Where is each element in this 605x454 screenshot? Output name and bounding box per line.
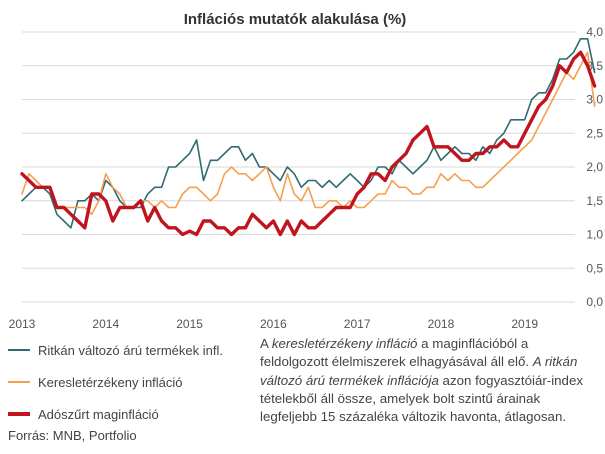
inflation-chart: Inflációs mutatók alakulása (%) 4,03,53,…: [9, 11, 604, 331]
x-tick-label: 2014: [92, 317, 119, 331]
x-tick-label: 2018: [428, 317, 455, 331]
series-line-2: [20, 50, 597, 237]
legend-item-keresletérzekeny: Keresletérzékeny infláció: [8, 372, 183, 392]
y-axis-ticks: 4,03,53,02,52,01,51,00,50,0: [586, 25, 603, 309]
legend-swatch-keresletérzekeny: [8, 381, 30, 383]
chart-title: Inflációs mutatók alakulása (%): [184, 11, 407, 28]
note-text: A: [260, 336, 272, 351]
y-tick-label: 4,0: [586, 25, 603, 39]
legend-label-ritkan: Ritkán változó árú termékek infl.: [38, 342, 223, 358]
explanatory-note: A keresletérzékeny infláció a maginfláci…: [260, 335, 600, 426]
x-axis-ticks: 2013 2014 2015 2016 2017 2018 2019: [9, 317, 539, 331]
y-tick-label: 1,0: [586, 228, 603, 242]
y-tick-label: 2,0: [586, 160, 603, 174]
y-tick-label: 2,5: [586, 126, 603, 140]
note-term-keresletérzekeny: keresletérzékeny infláció: [271, 336, 418, 351]
series-line-1: [21, 51, 596, 216]
source-credit: Forrás: MNB, Portfolio: [8, 428, 137, 443]
x-tick-label: 2015: [176, 317, 203, 331]
legend-item-ritkan: Ritkán változó árú termékek infl.: [8, 340, 223, 360]
grid: [22, 31, 575, 303]
legend-swatch-ritkan: [8, 349, 30, 351]
x-tick-label: 2013: [9, 317, 36, 331]
legend-item-adoszurt: Adószűrt maginfláció: [8, 404, 159, 424]
y-tick-label: 0,0: [586, 295, 603, 309]
y-tick-label: 3,0: [586, 93, 603, 107]
x-tick-label: 2016: [260, 317, 287, 331]
note-term-ritkan: A ritkán változó árú termékek inflációja: [260, 354, 578, 388]
series-lines: [20, 37, 597, 237]
legend-label-adoszurt: Adószűrt maginfláció: [38, 406, 159, 422]
note-text: a maginflációból a feldolgozott élelmisz…: [260, 336, 533, 370]
y-tick-label: 0,5: [586, 261, 603, 275]
legend-label-keresletérzekeny: Keresletérzékeny infláció: [38, 374, 183, 390]
x-tick-label: 2017: [344, 317, 371, 331]
series-line-0: [21, 37, 596, 229]
legend-swatch-adoszurt: [8, 412, 30, 416]
x-tick-label: 2019: [511, 317, 538, 331]
note-text: azon fogyasztóiár-index tételekből áll ö…: [260, 372, 583, 425]
y-tick-label: 1,5: [586, 194, 603, 208]
